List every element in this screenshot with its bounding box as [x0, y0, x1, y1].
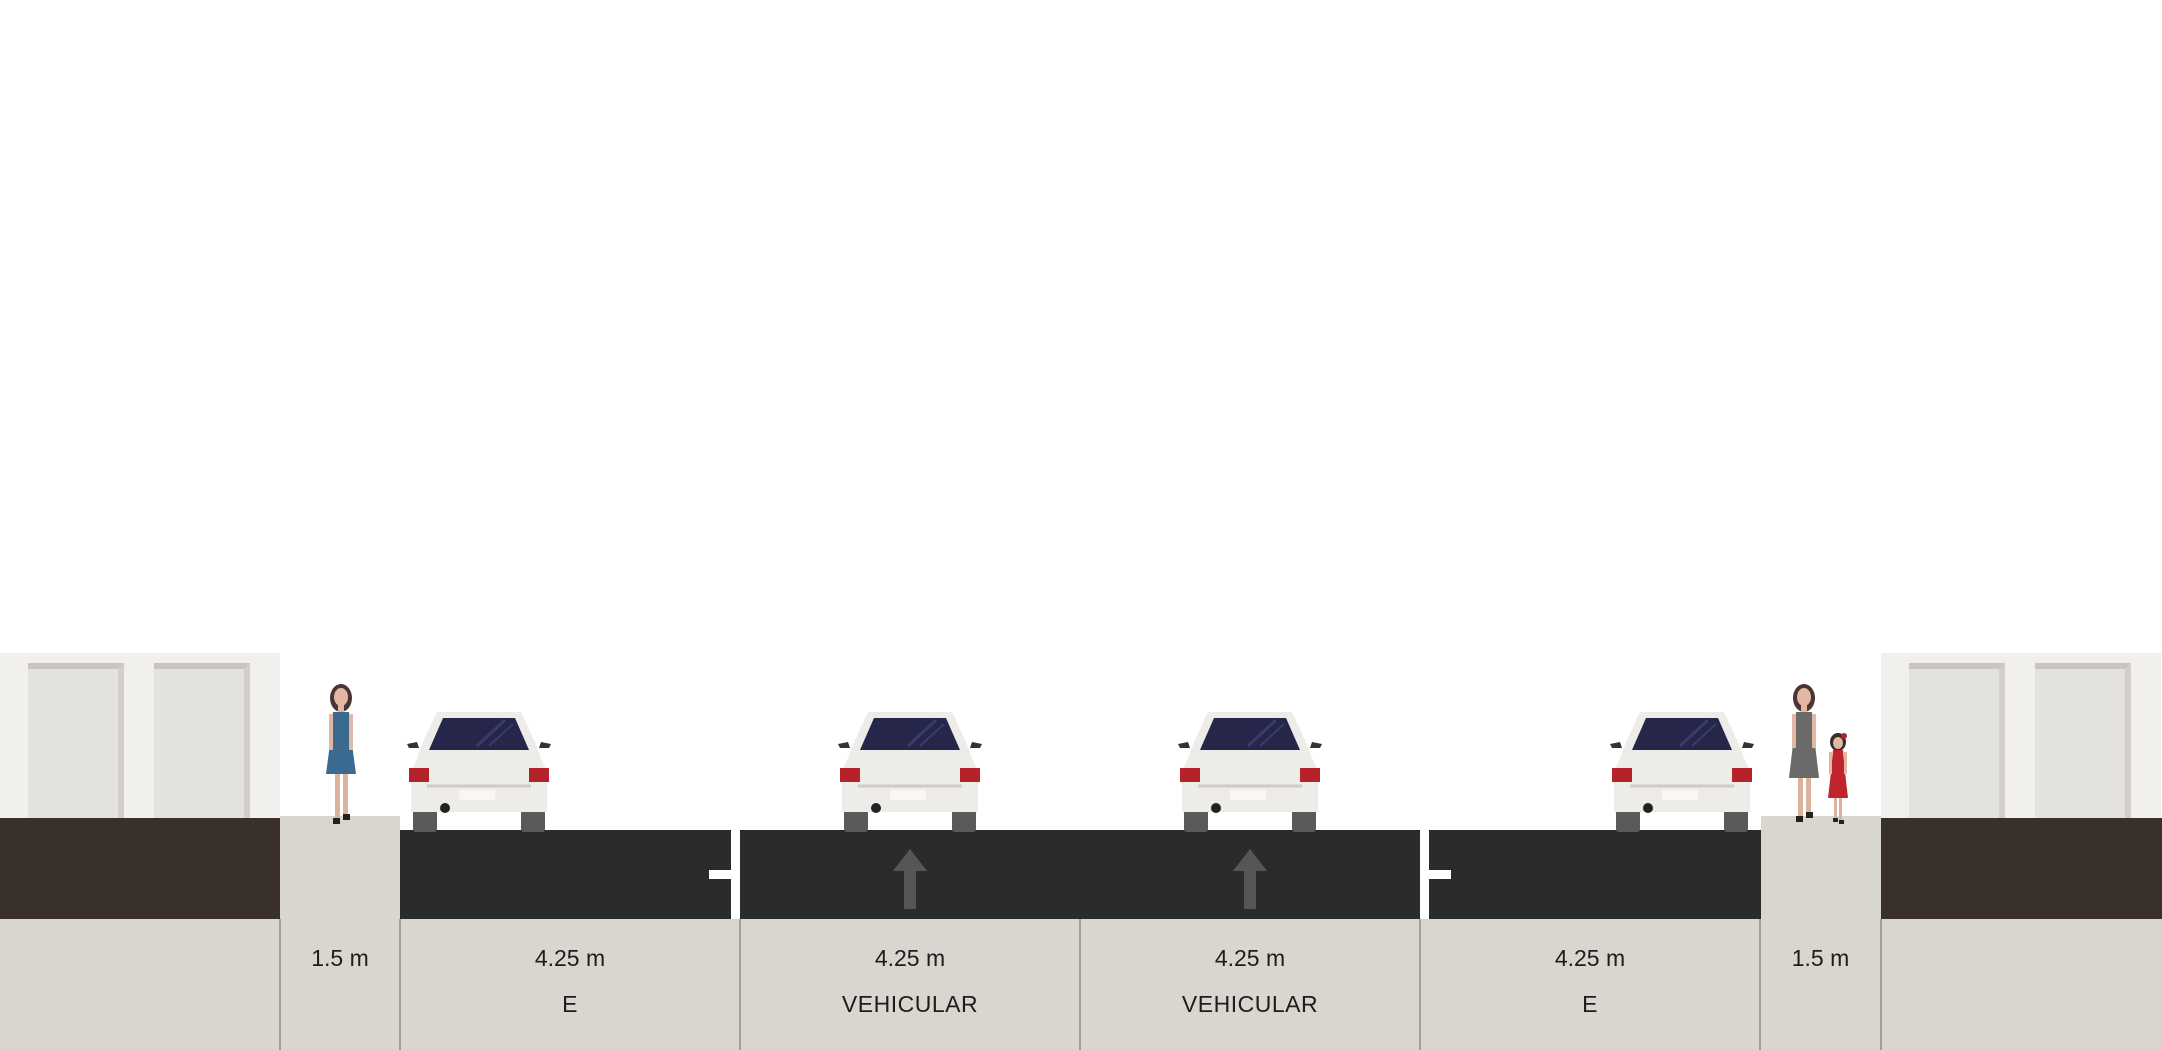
- segment-width: 1.5 m: [1791, 945, 1850, 971]
- car-rear-icon[interactable]: [1178, 710, 1322, 832]
- segment-label-sidewalk-right[interactable]: 1.5 m: [1761, 919, 1880, 1050]
- segment-name: VEHICULAR: [841, 991, 979, 1017]
- segment-name: E: [1582, 991, 1598, 1017]
- building-door: [1909, 663, 2005, 819]
- segment-divider: [399, 919, 401, 1050]
- segment-width: 4.25 m: [534, 945, 606, 971]
- segment-label-lane-2[interactable]: 4.25 m VEHICULAR: [741, 919, 1079, 1050]
- lane-separator: [1420, 830, 1429, 919]
- roadway: [400, 830, 1761, 919]
- car-rear-icon[interactable]: [1610, 710, 1754, 832]
- segment-label-lane-1[interactable]: 4.25 m E: [401, 919, 739, 1050]
- building-door: [2035, 663, 2131, 819]
- car-rear-icon[interactable]: [407, 710, 551, 832]
- segment-label-lane-3[interactable]: 4.25 m VEHICULAR: [1081, 919, 1419, 1050]
- building-left: [0, 653, 280, 819]
- lane-separator: [731, 830, 740, 919]
- lane-arrow-up-icon: [893, 849, 927, 909]
- segment-width: 4.25 m: [874, 945, 946, 971]
- segment-divider: [739, 919, 741, 1050]
- building-door: [154, 663, 250, 819]
- building-right: [1881, 653, 2161, 819]
- segment-name: E: [562, 991, 578, 1017]
- building-door: [28, 663, 124, 819]
- segment-name: VEHICULAR: [1181, 991, 1319, 1017]
- segment-info-strip: [0, 919, 2162, 1050]
- segment-label-lane-4[interactable]: 4.25 m E: [1421, 919, 1759, 1050]
- ground-right: [1881, 818, 2162, 919]
- car-rear-icon[interactable]: [838, 710, 982, 832]
- sidewalk-left[interactable]: [280, 816, 400, 919]
- segment-width: 4.25 m: [1214, 945, 1286, 971]
- segment-width: 4.25 m: [1554, 945, 1626, 971]
- sidewalk-right[interactable]: [1761, 816, 1881, 919]
- ground-left: [0, 818, 280, 919]
- pedestrian-woman-icon[interactable]: [322, 682, 360, 826]
- lane-marking-dash: [709, 870, 731, 879]
- segment-divider: [1880, 919, 1882, 1050]
- pedestrian-woman-icon[interactable]: [1785, 682, 1823, 826]
- segment-divider: [1419, 919, 1421, 1050]
- lane-marking-dash: [1429, 870, 1451, 879]
- segment-label-sidewalk-left[interactable]: 1.5 m: [281, 919, 399, 1050]
- segment-divider: [1759, 919, 1761, 1050]
- pedestrian-child-icon[interactable]: [1825, 732, 1851, 826]
- segment-divider: [279, 919, 281, 1050]
- segment-divider: [1079, 919, 1081, 1050]
- lane-arrow-up-icon: [1233, 849, 1267, 909]
- segment-width: 1.5 m: [311, 945, 369, 971]
